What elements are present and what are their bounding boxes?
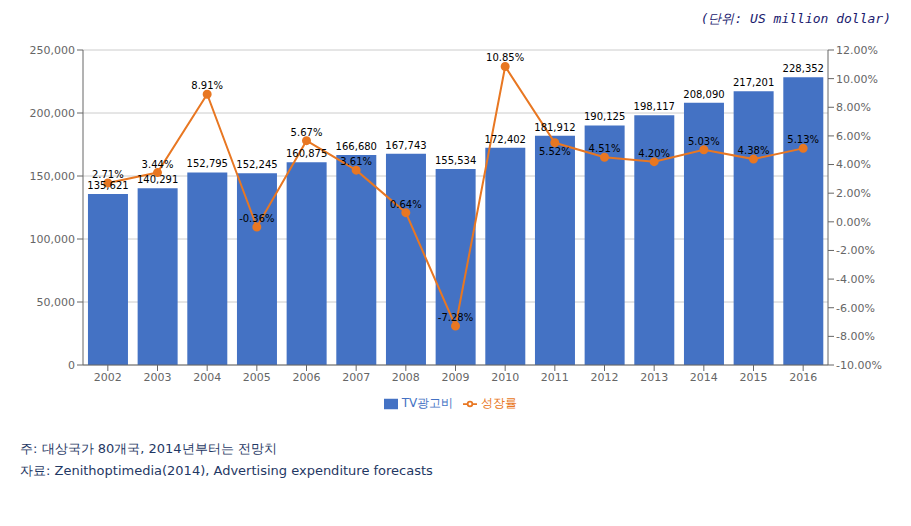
svg-text:12.00%: 12.00% [836, 44, 878, 57]
svg-text:3.61%: 3.61% [340, 156, 372, 167]
svg-text:200,000: 200,000 [30, 107, 76, 120]
svg-text:0.00%: 0.00% [836, 216, 871, 229]
svg-text:2003: 2003 [144, 371, 172, 384]
svg-text:-7.28%: -7.28% [438, 312, 473, 323]
svg-text:3.44%: 3.44% [142, 159, 174, 170]
svg-text:2011: 2011 [541, 371, 569, 384]
svg-text:-4.00%: -4.00% [836, 273, 875, 286]
svg-text:2009: 2009 [442, 371, 470, 384]
svg-text:-6.00%: -6.00% [836, 302, 875, 315]
svg-text:-8.00%: -8.00% [836, 330, 875, 343]
svg-text:190,125: 190,125 [584, 111, 625, 122]
svg-text:0.64%: 0.64% [390, 199, 422, 210]
svg-text:155,534: 155,534 [435, 155, 476, 166]
svg-text:2002: 2002 [94, 371, 122, 384]
svg-text:228,352: 228,352 [783, 63, 824, 74]
svg-text:100,000: 100,000 [30, 233, 76, 246]
svg-text:152,245: 152,245 [236, 159, 277, 170]
svg-text:2014: 2014 [690, 371, 718, 384]
svg-text:2008: 2008 [392, 371, 420, 384]
svg-text:172,402: 172,402 [485, 134, 526, 145]
svg-text:2012: 2012 [591, 371, 619, 384]
svg-text:-10.00%: -10.00% [836, 359, 882, 372]
svg-text:4.20%: 4.20% [638, 148, 670, 159]
svg-text:2006: 2006 [293, 371, 321, 384]
svg-text:2004: 2004 [193, 371, 221, 384]
svg-text:50,000: 50,000 [37, 296, 76, 309]
svg-text:150,000: 150,000 [30, 170, 76, 183]
svg-text:5.67%: 5.67% [291, 127, 323, 138]
html-text:(단위: US million dollar): (단위: US million dollar) [700, 11, 891, 26]
svg-text:2010: 2010 [491, 371, 519, 384]
svg-text:217,201: 217,201 [733, 77, 774, 88]
svg-text:2005: 2005 [243, 371, 271, 384]
svg-text:-0.36%: -0.36% [239, 213, 274, 224]
svg-text:198,117: 198,117 [634, 101, 675, 112]
svg-text:4.38%: 4.38% [738, 145, 770, 156]
svg-text:10.85%: 10.85% [486, 52, 524, 63]
svg-text:135,621: 135,621 [87, 180, 128, 191]
svg-text:208,090: 208,090 [683, 89, 724, 100]
svg-text:2.71%: 2.71% [92, 169, 124, 180]
svg-text:-2.00%: -2.00% [836, 244, 875, 257]
svg-text:5.13%: 5.13% [787, 134, 819, 145]
html-text:자료: Zenithoptimedia(2014), Adv: 자료: Zenithoptimedia(2014), Advertising e… [20, 463, 433, 478]
svg-text:250,000: 250,000 [30, 44, 76, 57]
svg-text:10.00%: 10.00% [836, 73, 878, 86]
svg-text:8.91%: 8.91% [191, 80, 223, 91]
svg-text:167,743: 167,743 [385, 140, 426, 151]
svg-text:5.03%: 5.03% [688, 136, 720, 147]
svg-text:2016: 2016 [789, 371, 817, 384]
svg-text:166,680: 166,680 [336, 141, 377, 152]
svg-text:140,291: 140,291 [137, 174, 178, 185]
svg-text:152,795: 152,795 [187, 158, 228, 169]
svg-text:6.00%: 6.00% [836, 130, 871, 143]
svg-text:2013: 2013 [640, 371, 668, 384]
svg-text:0: 0 [68, 359, 75, 372]
svg-text:2.00%: 2.00% [836, 187, 871, 200]
html-text:TV광고비: TV광고비 [401, 396, 454, 410]
html-text:주: 대상국가 80개국, 2014년부터는 전망치: 주: 대상국가 80개국, 2014년부터는 전망치 [20, 441, 277, 456]
svg-text:8.00%: 8.00% [836, 101, 871, 114]
svg-text:5.52%: 5.52% [539, 146, 571, 157]
svg-text:2007: 2007 [342, 371, 370, 384]
svg-text:4.00%: 4.00% [836, 158, 871, 171]
svg-text:4.51%: 4.51% [589, 143, 621, 154]
svg-text:2015: 2015 [740, 371, 768, 384]
html-text:성장률: 성장률 [481, 396, 518, 410]
svg-text:160,875: 160,875 [286, 148, 327, 159]
svg-text:181,912: 181,912 [534, 122, 575, 133]
